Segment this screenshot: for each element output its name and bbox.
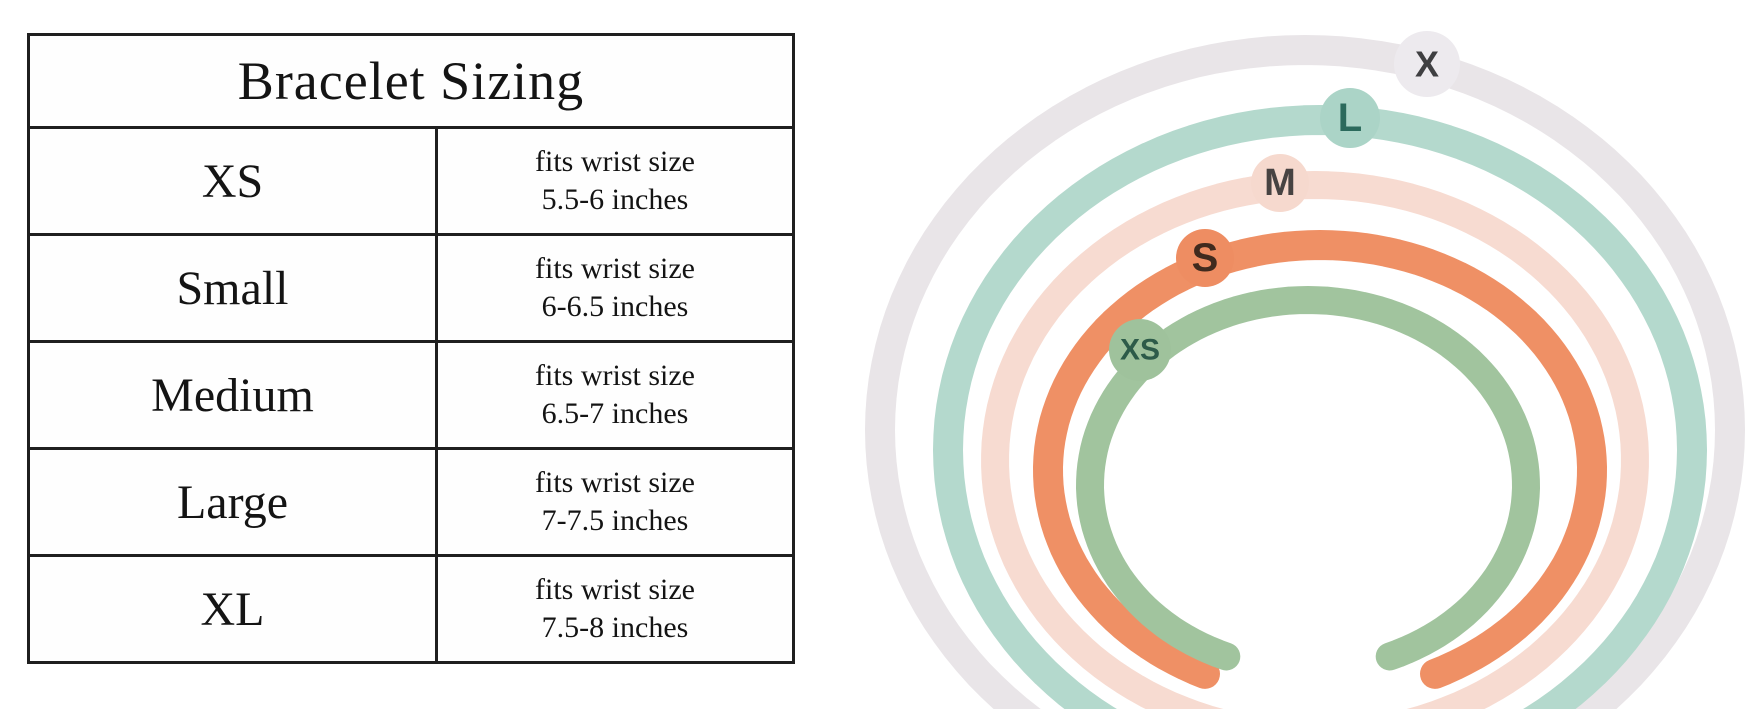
fit-range-cell: fits wrist size 6.5-7 inches: [438, 343, 792, 447]
fit-line-1: fits wrist size: [535, 252, 695, 285]
size-label-l: L: [1338, 96, 1362, 140]
table-title-text: Bracelet Sizing: [237, 51, 585, 111]
size-bead-s: [1176, 229, 1234, 287]
size-name-cell: Large: [30, 450, 438, 554]
size-bead-x: [1394, 31, 1460, 97]
fit-line-2: 6-6.5 inches: [541, 290, 689, 323]
cuff-band-s: [1033, 230, 1607, 689]
cuff-l: [933, 105, 1707, 709]
cuff-band-m: [981, 171, 1649, 709]
size-marker-m: M: [1251, 154, 1309, 212]
table-row: Large fits wrist size 7-7.5 inches: [30, 447, 792, 554]
cuff-xs: [1076, 286, 1540, 671]
table-row: XS fits wrist size 5.5-6 inches: [30, 129, 792, 233]
size-label-xs: XS: [1120, 334, 1160, 367]
size-name-cell: Medium: [30, 343, 438, 447]
fit-line-2: 6.5-7 inches: [541, 397, 689, 430]
sizing-table: Bracelet Sizing XS fits wrist size 5.5-6 i…: [27, 33, 795, 664]
size-name-cell: XL: [30, 557, 438, 661]
fit-range-cell: fits wrist size 6-6.5 inches: [438, 236, 792, 340]
table-row: XL fits wrist size 7.5-8 inches: [30, 554, 792, 661]
size-marker-s: S: [1176, 229, 1234, 287]
cuff-band-l: [933, 105, 1707, 709]
size-label-x: X: [1415, 44, 1439, 85]
size-label-m: M: [1264, 162, 1296, 204]
cuff-s: [1033, 230, 1607, 689]
size-name-cell: Small: [30, 236, 438, 340]
fit-line-2: 5.5-6 inches: [541, 183, 689, 216]
size-name-cell: XS: [30, 129, 438, 233]
size-bead-l: [1320, 88, 1380, 148]
fit-range-cell: fits wrist size 5.5-6 inches: [438, 129, 792, 233]
table-rows: XS fits wrist size 5.5-6 inches Small fits w…: [30, 129, 792, 661]
size-marker-l: L: [1320, 88, 1380, 148]
table-row: Small fits wrist size 6-6.5 inches: [30, 233, 792, 340]
fit-line-1: fits wrist size: [535, 573, 695, 606]
size-marker-x: X: [1394, 31, 1460, 97]
size-bead-xs: [1109, 319, 1171, 381]
size-bead-m: [1251, 154, 1309, 212]
fit-line-2: 7.5-8 inches: [541, 611, 689, 644]
cuff-x: [865, 35, 1745, 709]
fit-line-2: 7-7.5 inches: [541, 504, 689, 537]
fit-line-1: fits wrist size: [535, 145, 695, 178]
fit-line-1: fits wrist size: [535, 359, 695, 392]
size-marker-xs: XS: [1109, 319, 1171, 381]
cuff-m: [981, 171, 1649, 709]
size-label-s: S: [1192, 236, 1219, 280]
table-row: Medium fits wrist size 6.5-7 inches: [30, 340, 792, 447]
table-title: Bracelet Sizing: [30, 36, 792, 129]
cuff-band-x: [865, 35, 1745, 709]
fit-range-cell: fits wrist size 7.5-8 inches: [438, 557, 792, 661]
cuff-band-xs: [1076, 286, 1540, 671]
fit-range-cell: fits wrist size 7-7.5 inches: [438, 450, 792, 554]
fit-line-1: fits wrist size: [535, 466, 695, 499]
